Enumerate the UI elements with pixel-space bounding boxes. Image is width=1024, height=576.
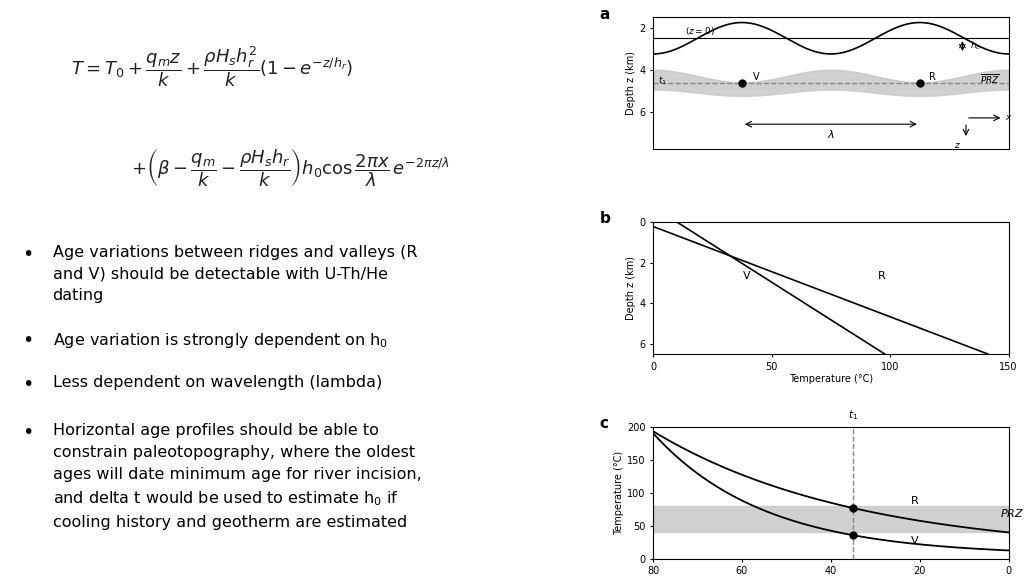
Text: Age variation is strongly dependent on h$_0$: Age variation is strongly dependent on h… [52,331,388,350]
Text: Less dependent on wavelength (lambda): Less dependent on wavelength (lambda) [52,374,382,389]
Text: V: V [743,271,751,281]
Text: R: R [929,73,936,82]
X-axis label: Temperature (°C): Temperature (°C) [788,374,872,384]
Text: Horizontal age profiles should be able to
constrain paleotopography, where the o: Horizontal age profiles should be able t… [52,423,421,529]
Text: $z$: $z$ [953,141,961,150]
Text: •: • [23,245,34,264]
Text: V: V [753,73,759,82]
Text: $t_1$: $t_1$ [658,75,668,88]
Text: $\overline{PRZ}$: $\overline{PRZ}$ [980,72,1000,86]
Text: V: V [911,536,919,547]
Y-axis label: Depth z (km): Depth z (km) [627,51,637,115]
Text: c: c [600,416,608,431]
Y-axis label: Depth z (km): Depth z (km) [627,256,637,320]
Text: •: • [23,423,34,442]
Text: $+ \left(\beta - \dfrac{q_m}{k} - \dfrac{\rho H_s h_r}{k}\right) h_0 \cos\dfrac{: $+ \left(\beta - \dfrac{q_m}{k} - \dfrac… [131,147,451,189]
Text: $x$: $x$ [1006,113,1013,122]
Text: $(z=0)$: $(z=0)$ [685,25,715,37]
Text: •: • [23,331,34,350]
Text: •: • [23,374,34,393]
Bar [653,506,1009,532]
Text: $T = T_0 + \dfrac{q_m z}{k} + \dfrac{\rho H_s h_r^2}{k}(1 - e^{-z/h_r})$: $T = T_0 + \dfrac{q_m z}{k} + \dfrac{\rh… [71,44,352,89]
Text: a: a [600,7,610,22]
Text: $\mathit{PRZ}$: $\mathit{PRZ}$ [999,507,1024,519]
Text: b: b [600,211,610,226]
Text: R: R [879,271,886,281]
Y-axis label: Temperature (°C): Temperature (°C) [614,450,625,535]
Text: R: R [911,496,919,506]
Text: $\lambda$: $\lambda$ [827,128,835,141]
Text: $t_1$: $t_1$ [848,408,858,422]
Text: $h_o$: $h_o$ [970,40,981,52]
Text: Age variations between ridges and valleys (R
and V) should be detectable with U-: Age variations between ridges and valley… [52,245,417,303]
